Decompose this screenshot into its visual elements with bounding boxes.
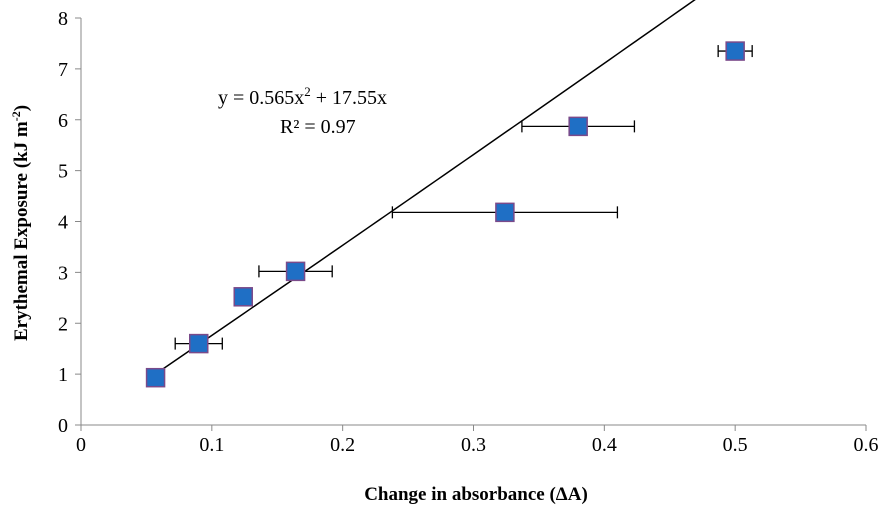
trendline-group (155, 0, 696, 375)
x-tick-label: 0.6 (854, 434, 879, 456)
x-axis-title: Change in absorbance (ΔA) (364, 484, 588, 505)
y-tick-label: 0 (58, 415, 68, 437)
y-axis-title: Erythemal Exposure (kJ m-2) (9, 105, 32, 341)
y-tick-label: 4 (58, 212, 68, 234)
r-squared-label: R² = 0.97 (280, 116, 356, 138)
trendline-equation: y = 0.565x2 + 17.55x (218, 84, 387, 109)
y-tick-label: 6 (58, 110, 68, 132)
y-tick-label: 2 (58, 313, 68, 335)
data-point (495, 202, 515, 223)
data-point (233, 287, 253, 307)
data-point (725, 41, 745, 61)
x-tick-label: 0.5 (723, 434, 748, 456)
trendline (155, 0, 696, 375)
x-tick-label: 0.2 (330, 434, 355, 456)
y-tick-label: 7 (58, 59, 68, 81)
axes (80, 18, 866, 426)
y-tick-label: 8 (58, 8, 68, 30)
y-tick-label: 1 (58, 364, 68, 386)
y-tick-label: 3 (58, 262, 68, 284)
data-point (568, 116, 588, 137)
x-tick-label: 0.3 (461, 434, 486, 456)
data-point (189, 333, 209, 354)
ticks: 0 0.1 0.2 0.3 0.4 0.5 0.6 0 1 2 3 4 5 6 7 8 (58, 8, 879, 456)
data-point (285, 261, 306, 282)
data-point (145, 367, 166, 388)
x-tick-label: 0.1 (199, 434, 224, 456)
x-tick-label: 0.4 (592, 434, 617, 456)
x-tick-label: 0 (76, 434, 86, 456)
y-tick-label: 5 (58, 161, 68, 183)
data-points (145, 41, 745, 388)
